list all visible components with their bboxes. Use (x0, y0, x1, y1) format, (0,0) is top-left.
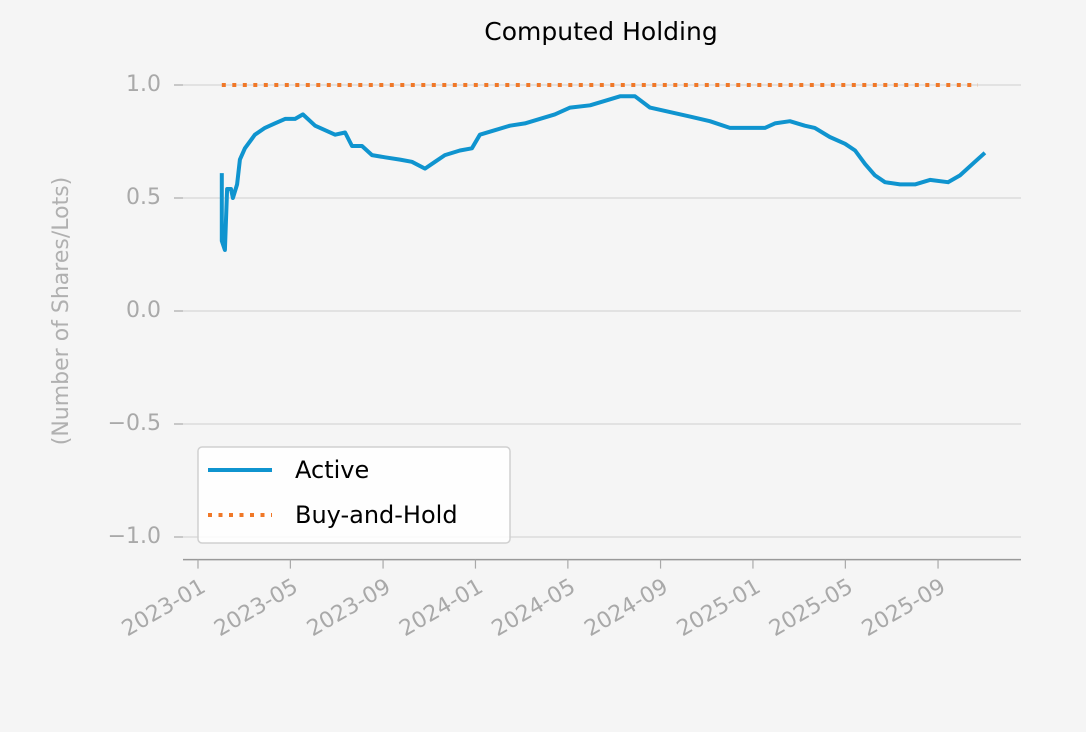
legend (197, 446, 511, 544)
y-tick-label: 0.0 (126, 298, 161, 323)
line-active (219, 94, 987, 252)
chart-title: Computed Holding (484, 17, 717, 46)
y-tick-label: −1.0 (108, 524, 161, 549)
legend-label: Active (295, 456, 369, 484)
y-tick-label: −0.5 (108, 411, 161, 436)
legend-label: Buy-and-Hold (295, 501, 458, 529)
y-tick-label: 0.5 (126, 185, 161, 210)
y-tick-label: 1.0 (126, 72, 161, 97)
y-axis-label: (Number of Shares/Lots) (49, 177, 74, 446)
